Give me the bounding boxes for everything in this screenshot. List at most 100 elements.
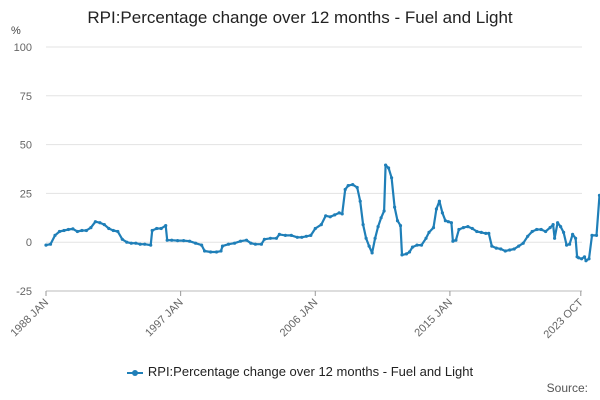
data-point <box>580 257 584 261</box>
data-point <box>526 234 530 238</box>
data-point <box>313 226 317 231</box>
data-point <box>71 227 75 231</box>
data-point <box>367 244 371 248</box>
data-point <box>484 231 488 235</box>
data-point <box>300 235 304 239</box>
data-point <box>521 241 525 245</box>
data-point <box>503 249 507 253</box>
data-point <box>400 253 404 257</box>
data-point <box>415 243 419 247</box>
data-point <box>387 166 391 170</box>
x-tick-label: 2023 OCT <box>542 296 587 341</box>
data-point <box>111 228 115 233</box>
data-point <box>370 251 374 255</box>
data-point <box>582 255 587 259</box>
data-point <box>283 233 287 237</box>
data-point <box>427 230 431 234</box>
data-point <box>407 250 412 254</box>
data-point <box>487 231 491 235</box>
data-point <box>384 163 388 167</box>
data-point <box>277 232 281 236</box>
data-point <box>376 225 380 229</box>
data-point <box>443 219 447 223</box>
data-point <box>226 242 231 246</box>
data-point <box>80 228 84 233</box>
data-point <box>410 245 415 249</box>
data-point <box>553 236 557 240</box>
gridlines <box>46 46 582 292</box>
data-point <box>107 226 111 231</box>
data-point <box>268 236 272 240</box>
data-point <box>203 249 207 253</box>
data-point <box>44 243 48 247</box>
data-point <box>165 238 169 242</box>
data-point <box>262 237 266 241</box>
data-point <box>395 219 400 223</box>
data-point <box>138 242 142 246</box>
data-point <box>337 211 341 215</box>
data-point <box>364 236 368 240</box>
data-point <box>309 233 313 237</box>
data-point <box>170 238 174 242</box>
data-point <box>454 238 458 242</box>
x-tick-label: 2015 JAN <box>412 297 455 340</box>
data-point <box>404 252 409 256</box>
data-point <box>120 237 124 241</box>
data-point <box>451 239 455 243</box>
data-point <box>150 228 154 233</box>
y-tick-label: 75 <box>20 91 32 103</box>
data-point <box>66 227 70 232</box>
data-point <box>440 211 444 215</box>
data-point <box>551 223 555 227</box>
data-point <box>577 256 581 260</box>
data-point <box>143 242 147 246</box>
data-point <box>597 193 600 197</box>
y-tick-label: -25 <box>16 286 32 298</box>
data-point <box>358 199 362 203</box>
data-point <box>75 229 79 234</box>
data-point <box>351 183 355 187</box>
data-point <box>164 224 168 228</box>
data-point <box>62 228 66 233</box>
data-point <box>398 224 403 228</box>
source-label: Source: <box>546 381 588 395</box>
data-point <box>390 176 394 180</box>
data-point <box>544 229 548 234</box>
data-point <box>346 184 350 188</box>
data-point <box>340 212 344 216</box>
series-layer <box>44 163 600 263</box>
data-point <box>466 225 470 229</box>
data-point <box>373 236 377 240</box>
data-point <box>361 223 365 227</box>
data-point <box>530 229 534 234</box>
data-point <box>508 248 512 252</box>
data-point <box>393 205 397 209</box>
data-point <box>57 229 62 234</box>
data-point <box>48 242 53 246</box>
data-point <box>539 227 543 232</box>
data-point <box>562 230 566 234</box>
data-point <box>274 236 278 240</box>
data-point <box>333 213 337 217</box>
data-point <box>343 187 347 192</box>
chart-title: RPI:Percentage change over 12 months - F… <box>87 8 513 27</box>
data-point <box>574 236 578 240</box>
data-point <box>214 250 219 254</box>
data-point <box>295 235 299 239</box>
data-point <box>594 233 599 237</box>
x-tick-label: 1988 JAN <box>8 297 51 340</box>
data-point <box>159 226 163 231</box>
data-point <box>590 233 594 237</box>
data-point <box>457 227 461 232</box>
data-point <box>479 230 483 234</box>
data-point <box>382 209 386 213</box>
data-point <box>102 223 106 227</box>
data-point <box>434 207 438 211</box>
data-point <box>512 247 516 251</box>
x-tick-label: 1997 JAN <box>143 297 186 340</box>
data-point <box>232 241 237 245</box>
data-point <box>304 234 308 238</box>
legend[interactable]: RPI:Percentage change over 12 months - F… <box>0 364 600 379</box>
y-tick-label: 0 <box>26 237 32 249</box>
